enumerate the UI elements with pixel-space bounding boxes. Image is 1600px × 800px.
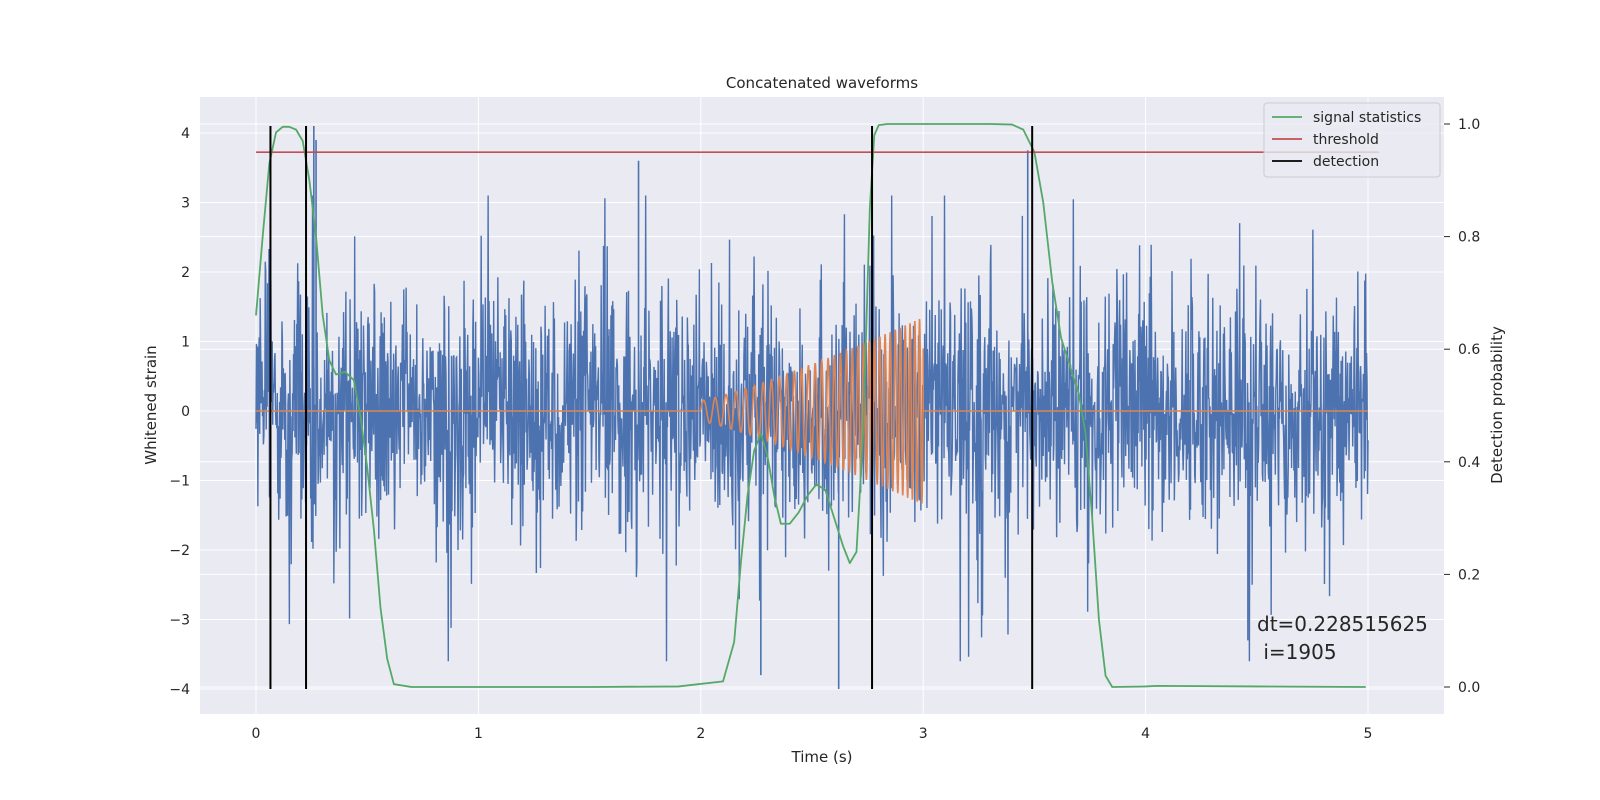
legend-label-threshold: threshold xyxy=(1313,132,1379,148)
injected-chirp xyxy=(700,318,924,504)
x-tick-label: 2 xyxy=(696,726,705,742)
x-axis-label: Time (s) xyxy=(791,748,853,766)
y-axis-label: Whitened strain xyxy=(142,345,160,464)
x-tick-label: 1 xyxy=(474,726,483,742)
y-tick-label: 0 xyxy=(181,404,190,420)
x-tick-label: 4 xyxy=(1141,726,1150,742)
annotation-i: i=1905 xyxy=(1257,640,1337,664)
annotation-dt: dt=0.228515625 xyxy=(1257,612,1428,636)
chart-title: Concatenated waveforms xyxy=(726,74,918,92)
y2-tick-label: 0.4 xyxy=(1458,455,1480,471)
legend-label-signal-statistics: signal statistics xyxy=(1313,110,1421,126)
y-tick-label: −4 xyxy=(169,682,190,698)
legend: signal statistics threshold detection xyxy=(1263,102,1441,178)
y-tick-label: −2 xyxy=(169,543,190,559)
y2-tick-label: 1.0 xyxy=(1458,117,1480,133)
signal-statistics-series xyxy=(255,123,1366,688)
detection-series xyxy=(269,126,1034,689)
y-tick-label: 3 xyxy=(181,196,190,212)
y2-tick-label: 0.6 xyxy=(1458,342,1480,358)
legend-box xyxy=(1263,102,1441,178)
x-tick-label: 3 xyxy=(919,726,928,742)
x-tick-label: 0 xyxy=(252,726,261,742)
strain-series xyxy=(255,126,1369,689)
y2-axis-label: Detection probability xyxy=(1488,326,1506,484)
y2-tick-label: 0.0 xyxy=(1458,680,1480,696)
y-tick-label: −3 xyxy=(169,613,190,629)
tick-layer: 0 1 2 3 4 5 −4 −3 −2 −1 0 1 2 3 4 0.0 0.2 0.4 0.6 0.8 1.0 xyxy=(169,117,1480,742)
y-tick-label: −1 xyxy=(169,474,190,490)
y-tick-label: 4 xyxy=(181,126,190,142)
legend-label-detection: detection xyxy=(1313,154,1379,170)
injected-waveform-series xyxy=(256,318,1368,504)
y2-tick-label: 0.8 xyxy=(1458,230,1480,246)
strain-line xyxy=(255,195,1369,662)
x-tick-label: 5 xyxy=(1364,726,1373,742)
y2-tick-label: 0.2 xyxy=(1458,567,1480,583)
y-tick-label: 2 xyxy=(181,265,190,281)
signal-statistics-line xyxy=(255,123,1366,688)
y-tick-label: 1 xyxy=(181,335,190,351)
